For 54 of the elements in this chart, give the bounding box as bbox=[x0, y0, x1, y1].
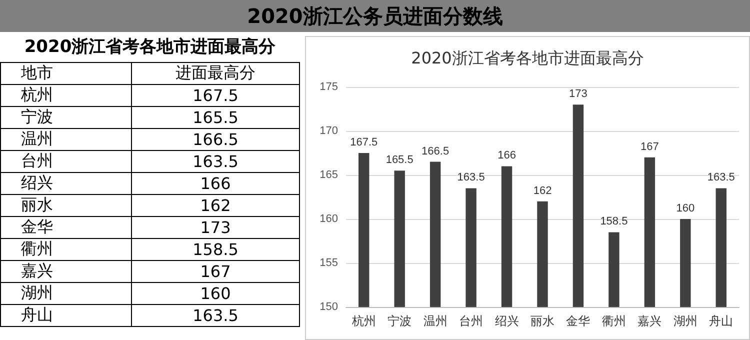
y-tick-label: 160 bbox=[320, 213, 338, 225]
data-label: 160 bbox=[676, 202, 695, 214]
data-label: 158.5 bbox=[600, 216, 628, 228]
text: 163.5 bbox=[192, 152, 238, 171]
category-label: 杭州 bbox=[0, 84, 132, 106]
data-label: 167.5 bbox=[350, 136, 378, 148]
category-label: 宁波 bbox=[0, 106, 132, 128]
data-label: 163.5 bbox=[707, 172, 735, 184]
x-tick-label: 杭州 bbox=[350, 314, 376, 328]
y-tick-label: 175 bbox=[320, 81, 338, 93]
category-label: 绍兴 bbox=[0, 172, 132, 194]
data-label: 173 bbox=[569, 88, 588, 100]
text: 167.5 bbox=[192, 86, 238, 105]
text: 163.5 bbox=[192, 306, 238, 325]
y-tick-label: 155 bbox=[320, 257, 338, 269]
category-label: 台州 bbox=[0, 150, 132, 172]
text: 2020浙江公务员进面分数线 bbox=[0, 0, 750, 32]
text: 进面最高分 bbox=[132, 62, 300, 84]
text: 160 bbox=[200, 284, 231, 303]
data-label: 162 bbox=[533, 184, 552, 197]
text: 166.5 bbox=[192, 130, 238, 149]
data-label: 166 bbox=[498, 150, 516, 162]
chart-title: 2020浙江省考各地市进面最高分 bbox=[411, 48, 644, 68]
x-tick-label: 金华 bbox=[566, 314, 590, 328]
y-tick-label: 170 bbox=[320, 125, 338, 137]
x-tick-label: 绍兴 bbox=[494, 314, 519, 328]
x-tick-label: 嘉兴 bbox=[638, 314, 662, 328]
text: 162 bbox=[200, 196, 231, 215]
text: 2020浙江省考各地市进面最高分 bbox=[23, 36, 277, 59]
text: 地市 bbox=[0, 62, 132, 84]
category-label: 丽水 bbox=[0, 194, 132, 216]
category-label: 衢州 bbox=[0, 238, 132, 260]
data-label: 167 bbox=[640, 140, 659, 153]
x-tick-label: 舟山 bbox=[709, 314, 734, 328]
category-label: 嘉兴 bbox=[0, 260, 132, 282]
text: 167 bbox=[200, 262, 231, 281]
x-tick-label: 丽水 bbox=[530, 314, 554, 328]
x-tick-label: 衢州 bbox=[602, 314, 626, 328]
text: 173 bbox=[200, 218, 231, 237]
category-label: 金华 bbox=[0, 216, 132, 238]
text: 166 bbox=[200, 174, 231, 193]
data-label: 166.5 bbox=[422, 145, 450, 158]
x-tick-label: 台州 bbox=[459, 314, 484, 328]
x-tick-label: 温州 bbox=[423, 314, 448, 328]
y-tick-label: 150 bbox=[320, 301, 338, 313]
data-label: 163.5 bbox=[457, 172, 485, 184]
data-label: 165.5 bbox=[386, 154, 414, 166]
text: 165.5 bbox=[192, 108, 238, 127]
category-label: 湖州 bbox=[0, 282, 132, 304]
x-tick-label: 湖州 bbox=[673, 314, 698, 328]
text: 158.5 bbox=[192, 240, 238, 259]
x-tick-label: 宁波 bbox=[388, 314, 412, 328]
category-label: 温州 bbox=[0, 128, 132, 150]
y-tick-label: 165 bbox=[320, 169, 338, 181]
